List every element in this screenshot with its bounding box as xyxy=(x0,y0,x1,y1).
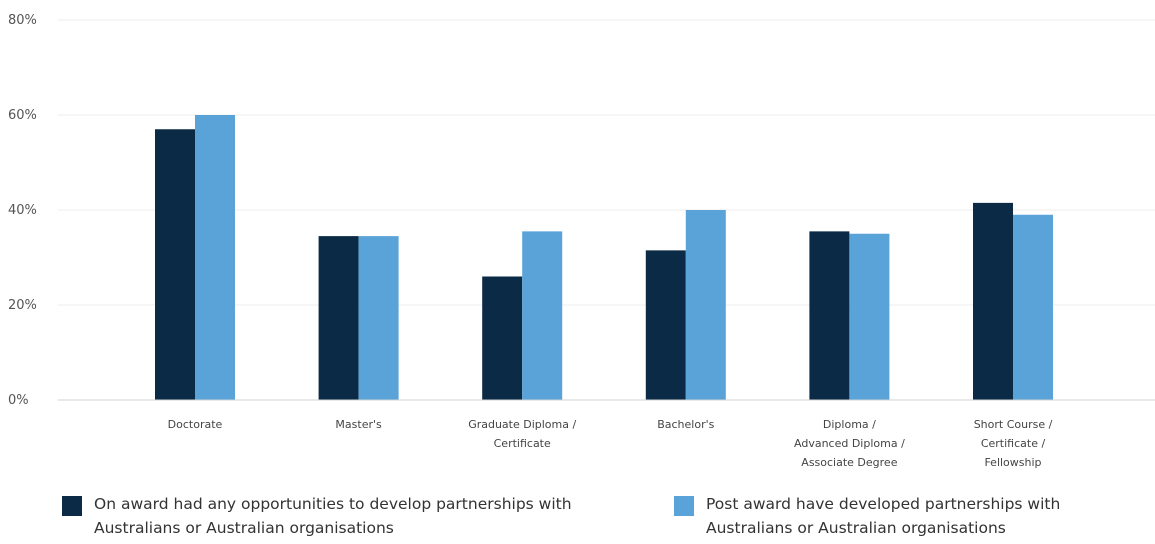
legend-label-post-award: Post award have developed partnerships w… xyxy=(706,495,1061,537)
legend-label-on-award: On award had any opportunities to develo… xyxy=(94,495,572,537)
x-category-label: Master's xyxy=(335,418,382,431)
y-tick-label: 0% xyxy=(8,393,29,408)
bars xyxy=(155,115,1053,400)
bar-series-2-category-2 xyxy=(358,236,399,400)
gridlines xyxy=(58,19,1155,306)
y-tick-label: 20% xyxy=(8,298,37,313)
bar-series-1-category-4 xyxy=(645,250,686,400)
y-tick-label: 60% xyxy=(8,108,37,123)
bar-chart: 0% 20% 40% 60% 80% Doctorate Master's Graduate… xyxy=(8,13,1155,469)
y-tick-label: 80% xyxy=(8,13,37,28)
x-category-label: Diploma / Advanced Diploma / Associate Deg… xyxy=(794,418,905,469)
bar-series-2-category-1 xyxy=(195,115,235,400)
y-axis-tick-labels: 0% 20% 40% 60% 80% xyxy=(8,13,37,408)
x-category-label: Doctorate xyxy=(168,418,223,431)
bar-series-1-category-2 xyxy=(318,236,359,400)
x-category-label: Graduate Diploma / Certificate xyxy=(468,418,576,450)
legend: On award had any opportunities to develo… xyxy=(0,492,1155,544)
bar-series-2-category-3 xyxy=(522,231,563,400)
bar-series-2-category-4 xyxy=(685,210,726,400)
legend-swatch-on-award xyxy=(62,496,82,516)
bar-series-2-category-6 xyxy=(1013,214,1053,400)
bar-series-1-category-6 xyxy=(973,202,1013,400)
legend-swatch-post-award xyxy=(674,496,694,516)
x-category-label: Bachelor's xyxy=(657,418,714,431)
y-tick-label: 40% xyxy=(8,203,37,218)
x-category-label: Short Course / Certificate / Fellowship xyxy=(974,418,1053,469)
x-axis-category-labels: Doctorate Master's Graduate Diploma / Certi… xyxy=(168,418,1053,469)
bar-series-1-category-3 xyxy=(482,276,523,400)
bar-series-2-category-5 xyxy=(849,233,890,400)
bar-series-1-category-1 xyxy=(155,129,195,400)
legend-item-post-award: Post award have developed partnerships w… xyxy=(674,492,1060,540)
bar-series-1-category-5 xyxy=(809,231,850,400)
legend-item-on-award: On award had any opportunities to develo… xyxy=(62,492,572,540)
